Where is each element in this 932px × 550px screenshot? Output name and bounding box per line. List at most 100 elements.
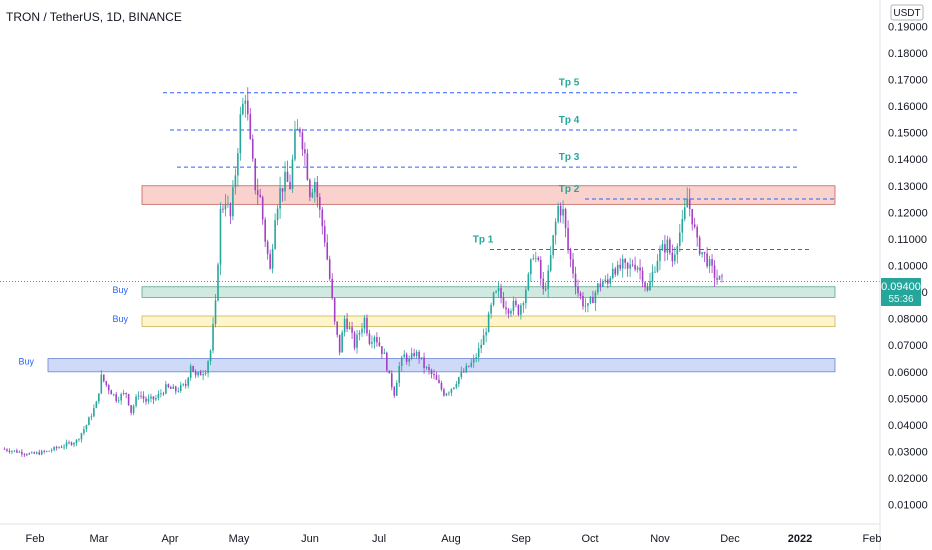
candle-body: [271, 248, 274, 269]
candle-body: [537, 257, 540, 260]
candle-body: [60, 447, 63, 449]
candle-body: [569, 249, 572, 260]
candle-body: [696, 226, 698, 238]
candle-body: [28, 453, 31, 455]
price-tick-label: 0.04000: [888, 420, 928, 432]
candle-body: [458, 377, 460, 385]
candle-body: [125, 392, 127, 395]
candle-body: [453, 387, 455, 389]
candle-body: [246, 100, 249, 115]
candle-body: [336, 321, 338, 335]
take-profit-label: Tp 2: [559, 184, 580, 195]
candle-body: [73, 443, 75, 445]
candle-body: [703, 252, 706, 254]
candle-body: [624, 259, 626, 263]
candle-body: [487, 313, 490, 333]
candle-body: [80, 433, 83, 440]
candle-body: [594, 292, 597, 304]
candle-body: [366, 317, 368, 334]
candle-body: [403, 354, 406, 358]
candle-body: [671, 252, 674, 262]
candle-body: [338, 334, 341, 353]
price-axis-ticks: 0.19000 0.18000 0.17000 0.16000 0.15000 0.140…: [888, 21, 928, 511]
candle-body: [428, 367, 430, 371]
candle-body: [318, 197, 321, 210]
buy-zone-label: Buy: [112, 314, 128, 324]
candle-body: [142, 395, 145, 399]
candle-body: [219, 208, 222, 265]
candle-body: [641, 270, 644, 283]
candle-body: [115, 394, 118, 401]
candle-body: [410, 353, 413, 359]
candle-body: [316, 181, 319, 198]
candle-body: [162, 393, 165, 395]
candle-body: [167, 384, 170, 388]
candle-body: [100, 374, 103, 394]
candle-body: [400, 357, 403, 366]
candle-body: [289, 181, 291, 190]
bar-countdown: 55:36: [888, 294, 913, 305]
candle-body: [445, 393, 448, 396]
time-axis-ticks[interactable]: Feb Mar Apr May Jun Jul Aug Sep Oct Nov Dec 2022 Feb: [26, 533, 882, 545]
candle-body: [646, 287, 649, 291]
candle-body: [127, 394, 130, 406]
candle-body: [405, 354, 408, 362]
candle-body: [666, 239, 669, 253]
candle-body: [358, 332, 361, 335]
candle-body: [602, 281, 604, 287]
candle-body: [229, 203, 232, 217]
zones-layer: Buy Buy Buy: [18, 185, 836, 373]
price-tick-label: 0.18000: [888, 48, 928, 60]
candle-body: [227, 203, 229, 205]
candle-body: [155, 398, 157, 400]
candle-body: [676, 245, 679, 255]
candle-body: [120, 394, 122, 401]
currency-badge[interactable]: [890, 4, 924, 21]
candle-body: [135, 396, 137, 406]
candle-body: [462, 371, 465, 373]
candle-body: [309, 179, 311, 198]
candle-body: [460, 371, 463, 378]
candle-body: [522, 303, 525, 306]
price-tick-label: 0.06000: [888, 367, 928, 379]
take-profit-label: Tp 1: [473, 235, 494, 246]
price-axis[interactable]: [880, 0, 932, 550]
candle-body: [157, 394, 160, 399]
candle-body: [140, 395, 142, 397]
candle-body: [659, 250, 661, 261]
candle-body: [30, 452, 33, 454]
buy-zone-label: Buy: [18, 357, 34, 367]
candle-body: [587, 303, 589, 306]
candle-body: [621, 259, 624, 269]
last-price-value: 0.09400: [881, 281, 921, 293]
candle-body: [102, 374, 105, 382]
candle-body: [390, 373, 393, 388]
candle-body: [502, 297, 505, 308]
candle-body: [683, 207, 686, 219]
candle-body: [21, 451, 23, 455]
candle-body: [718, 275, 721, 280]
candle-body: [50, 450, 53, 451]
candle-body: [651, 271, 654, 281]
candle-body: [554, 221, 557, 236]
candle-body: [107, 385, 110, 391]
candle-body: [261, 197, 264, 220]
candle-body: [165, 384, 167, 394]
candle-body: [331, 278, 334, 299]
candle-body: [597, 283, 599, 293]
candle-body: [326, 242, 329, 260]
candle-body: [572, 259, 574, 274]
candle-body: [711, 259, 713, 266]
candle-body: [242, 103, 244, 115]
candle-body: [485, 332, 487, 336]
price-tick-label: 0.16000: [888, 101, 928, 113]
candle-body: [117, 400, 120, 402]
candle-body: [353, 332, 356, 348]
candle-body: [274, 220, 276, 249]
candle-body: [495, 291, 497, 293]
candle-body: [371, 342, 373, 344]
candle-body: [383, 352, 386, 354]
candle-body: [395, 382, 398, 396]
candle-body: [490, 304, 492, 314]
